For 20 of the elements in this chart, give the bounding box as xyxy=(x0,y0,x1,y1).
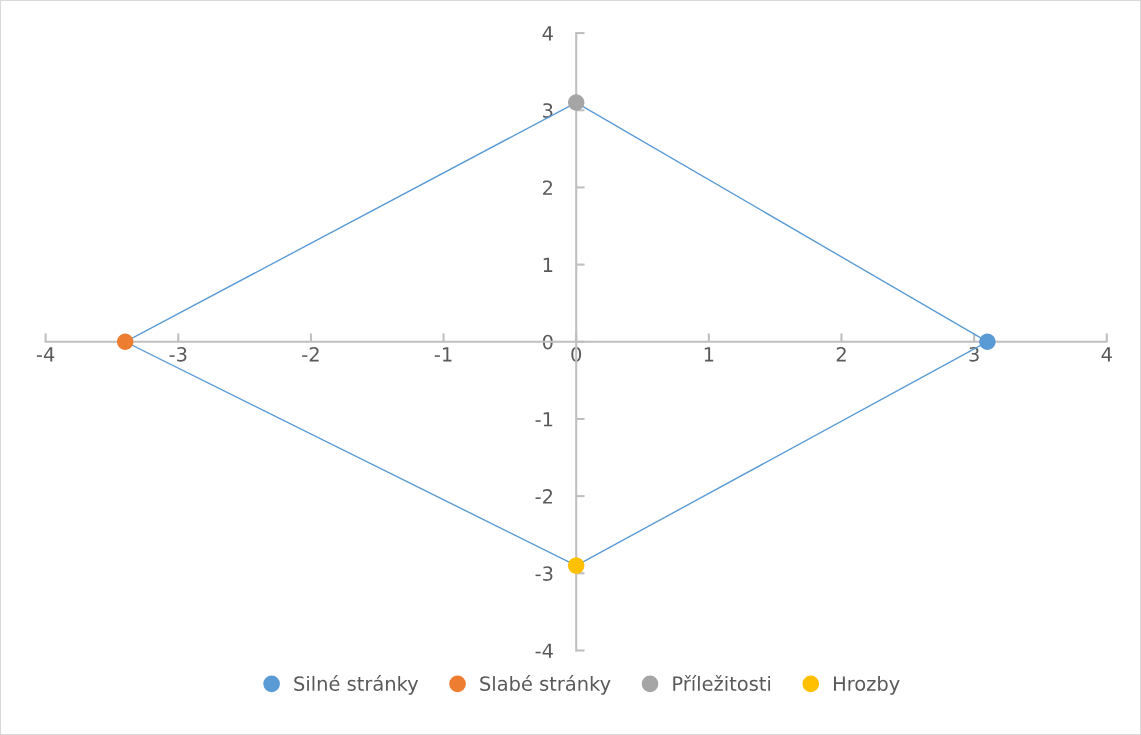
legend-label: Příležitosti xyxy=(673,675,771,691)
x-tick-label: 1 xyxy=(704,347,714,362)
x-tick-label: -2 xyxy=(302,346,319,362)
x-tick-label: -1 xyxy=(434,347,452,362)
x-tick-label: -4 xyxy=(36,347,55,362)
y-tick-label: -2 xyxy=(535,489,553,504)
y-tick-label: -1 xyxy=(535,412,553,427)
x-tick-label: 3 xyxy=(969,346,979,362)
legend-label: Hrozby xyxy=(834,675,900,695)
x-tick-label: -3 xyxy=(169,346,187,362)
y-tick-label: -4 xyxy=(535,643,553,658)
y-tick-label: 4 xyxy=(542,26,553,41)
y-tick-label: -3 xyxy=(535,566,553,581)
x-tick-label: 4 xyxy=(1101,347,1112,362)
legend-label: Silné stránky xyxy=(294,675,419,695)
legend-label: Slabé stránky xyxy=(480,675,611,695)
x-tick-label: 2 xyxy=(836,346,846,362)
y-tick-label: 3 xyxy=(543,103,553,118)
y-tick-label: 2 xyxy=(543,180,553,195)
y-tick-label: 1 xyxy=(543,257,553,272)
